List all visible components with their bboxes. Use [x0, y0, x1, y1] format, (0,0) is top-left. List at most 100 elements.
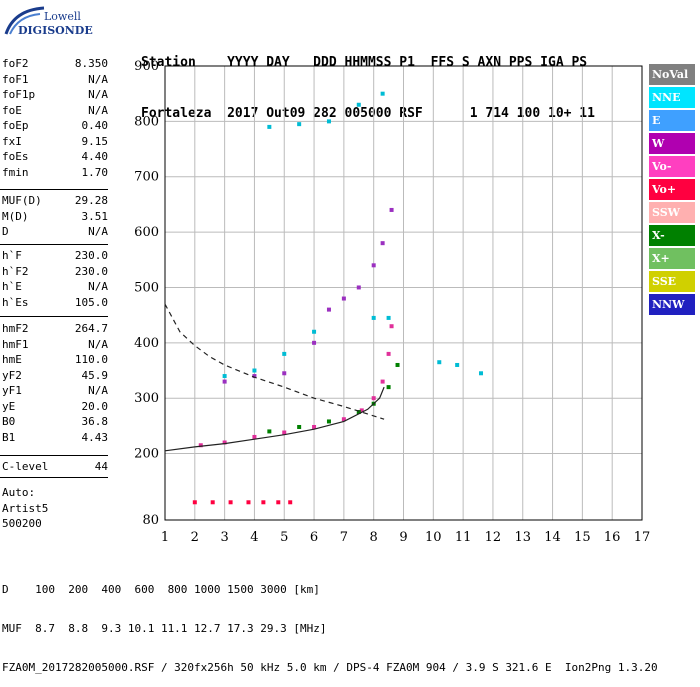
param-row: fxI 9.15 [2, 134, 108, 148]
x-tick-label: 2 [191, 530, 199, 545]
param-row: h`E N/A [2, 280, 108, 293]
param-divider [0, 316, 108, 317]
y-tick-label: 200 [134, 447, 159, 462]
param-row: D N/A [2, 225, 108, 238]
y-tick-label: 900 [134, 59, 159, 74]
data-point [356, 102, 361, 107]
y-tick-label: 700 [134, 170, 159, 185]
x-tick-label: 6 [310, 530, 318, 545]
file-info: FZA0M_2017282005000.RSF / 320fx256h 50 k… [2, 661, 658, 674]
echo-points [192, 91, 484, 505]
legend-item: NoVal [649, 64, 695, 85]
data-point [276, 500, 281, 505]
param-row: B1 4.43 [2, 430, 108, 444]
data-point [222, 374, 227, 379]
x-tick-label: 15 [574, 530, 591, 545]
data-point [371, 396, 376, 401]
param-divider [0, 244, 108, 245]
param-row: h`F 230.0 [2, 249, 108, 262]
data-point [389, 207, 394, 212]
autoscaling-info: Auto: Artist5 500200 [2, 485, 48, 532]
x-tick-label: 14 [544, 530, 561, 545]
data-point [341, 296, 346, 301]
data-point [252, 374, 257, 379]
polarization-legend: NoVal NNE E W Vo- Vo+ SSW X- X+ SSE NNW [649, 64, 695, 317]
param-group-profile: hmF2 264.7 hmF1 N/A hmE 110.0 yF2 45.9 yF1 N/… [2, 321, 108, 445]
x-axis-ticks: 1 2 3 4 5 6 7 8 9 10 11 12 13 14 15 16 17 [161, 530, 650, 545]
data-point [267, 124, 272, 129]
artist-label: Artist5 [2, 501, 49, 515]
data-point [297, 122, 302, 127]
artist-code: 500200 [2, 517, 42, 530]
data-point [386, 351, 391, 356]
param-row: h`F2 230.0 [2, 264, 108, 278]
y-tick-label: 600 [134, 225, 159, 240]
data-point [288, 500, 293, 505]
param-row: foEp 0.40 [2, 119, 108, 132]
param-group-heights: h`F 230.0 h`F2 230.0 h`E N/A h`Es 105.0 [2, 248, 108, 310]
data-point [222, 440, 227, 445]
data-point [395, 362, 400, 367]
param-row: yE 20.0 [2, 399, 108, 413]
data-point [210, 500, 215, 505]
x-tick-label: 12 [485, 530, 502, 545]
x-tick-label: 17 [634, 530, 651, 545]
data-point [386, 385, 391, 390]
data-point [341, 417, 346, 422]
param-row: hmE 110.0 [2, 353, 108, 366]
x-tick-label: 11 [455, 530, 472, 545]
param-row: hmF1 N/A [2, 337, 108, 351]
data-point [371, 263, 376, 268]
data-point [312, 340, 317, 345]
legend-item: Vo- [649, 156, 695, 177]
x-tick-label: 5 [280, 530, 288, 545]
data-point [261, 500, 266, 505]
trace-curves [164, 303, 385, 452]
param-group-muf: MUF(D) 29.28 M(D) 3.51 D N/A [2, 193, 108, 240]
y-tick-label: 500 [134, 280, 159, 295]
param-row: h`Es 105.0 [2, 295, 108, 309]
data-point [326, 119, 331, 124]
data-point [198, 443, 203, 448]
param-group-frequencies: foF2 8.350 foF1 N/A foF1p N/A foE N/A foEp 0.… [2, 56, 108, 180]
chart-grid [165, 66, 642, 520]
profile-curve [164, 386, 385, 452]
data-point [192, 500, 197, 505]
x-tick-label: 4 [250, 530, 258, 545]
logo-swoosh-icon: Lowell DIGISONDE [4, 6, 93, 37]
muf-curve [164, 303, 385, 420]
param-row: fmin 1.70 [2, 165, 108, 179]
logo-line1: Lowell [44, 10, 81, 23]
data-point [282, 351, 287, 356]
legend-item: X+ [649, 248, 695, 269]
param-row: MUF(D) 29.28 [2, 194, 108, 207]
legend-item: X- [649, 225, 695, 246]
legend-item: E [649, 110, 695, 131]
logo-line2: DIGISONDE [18, 24, 93, 37]
x-tick-label: 13 [514, 530, 531, 545]
param-row: M(D) 3.51 [2, 209, 108, 223]
data-point [371, 315, 376, 320]
param-row: foEs 4.40 [2, 150, 108, 163]
y-axis-ticks: 80 200 300 400 500 600 700 800 900 [134, 59, 159, 528]
x-tick-label: 7 [340, 530, 348, 545]
data-point [386, 315, 391, 320]
legend-item: NNE [649, 87, 695, 108]
data-point [479, 371, 484, 376]
y-tick-label: 400 [134, 336, 159, 351]
data-point [282, 430, 287, 435]
x-tick-label: 8 [370, 530, 378, 545]
ionogram-chart: 1 2 3 4 5 6 7 8 9 10 11 12 13 14 15 16 17 80200300400500… [134, 59, 650, 545]
param-row: hmF2 264.7 [2, 322, 108, 335]
data-point [389, 324, 394, 329]
x-tick-label: 10 [425, 530, 442, 545]
param-row: C-level 44 [2, 460, 108, 473]
param-divider [0, 477, 108, 478]
data-point [267, 429, 272, 434]
y-tick-label: 300 [134, 391, 159, 406]
data-point [380, 379, 385, 384]
data-point [228, 500, 233, 505]
legend-item: SSW [649, 202, 695, 223]
auto-label: Auto: [2, 486, 36, 499]
x-tick-label: 9 [399, 530, 407, 545]
